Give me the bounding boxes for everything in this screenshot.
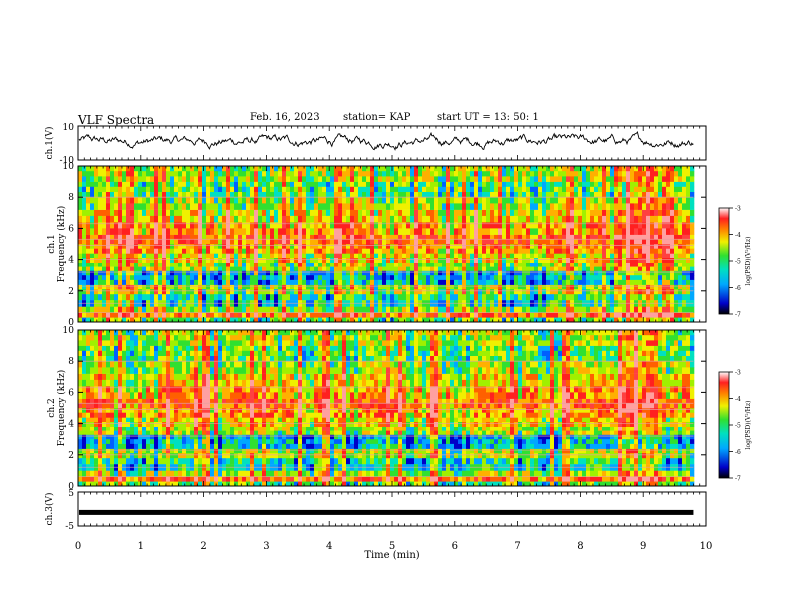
ch2-spectrogram-colorbar (718, 371, 730, 479)
ch2-spectrogram-colorbar-label: log(PSD)(V²/Hz) (745, 401, 752, 450)
date-label: Feb. 16, 2023 (250, 112, 320, 123)
ch1-spectrogram-ylabel2: Frequency (kHz) (56, 206, 67, 283)
xtick-label: 10 (700, 541, 713, 552)
ch2-spectrogram-ytick-label: 8 (68, 357, 74, 367)
ch2-spectrogram-ytick-label: 6 (68, 388, 74, 398)
ch1-spectrogram-colorbar-tick-label: -6 (735, 285, 741, 292)
ch2-spectrogram-colorbar-tick-label: -5 (735, 423, 741, 430)
ch3-waveform-line (79, 509, 694, 515)
x-axis-label: Time (min) (364, 550, 419, 561)
xtick-label: 6 (452, 541, 458, 552)
ch2-spectrogram-colorbar-tick-label: -4 (735, 396, 741, 403)
ch2-spectrogram-ytick-label: 4 (68, 420, 74, 430)
ch1-spectrogram-ytick-label: 8 (68, 193, 74, 203)
ch3-ytick-label: 5 (68, 489, 74, 499)
ch1-spectrogram-ylabel: ch.1 (47, 234, 57, 253)
ch2-spectrogram-ylabel: ch.2 (47, 398, 57, 417)
ch2-spectrogram-colorbar-tick-label: -3 (735, 370, 741, 377)
ch2-spectrogram-ylabel2: Frequency (kHz) (56, 370, 67, 447)
ch1-spectrogram-colorbar-tick-label: -4 (735, 232, 741, 239)
ch1-spectrogram-colorbar-tick-label: -5 (735, 259, 741, 266)
ch1-spectrogram-ytick-label: 6 (68, 224, 74, 234)
ch1-spectrogram-colorbar-tick-label: -7 (735, 312, 741, 319)
ch1-spectrogram-ytick-label: 4 (68, 256, 74, 266)
xtick-label: 7 (514, 541, 520, 552)
ch1-spectrogram-colorbar-label: log(PSD)(V²/Hz) (745, 237, 752, 286)
xtick-label: 0 (75, 541, 81, 552)
ch3-ylabel: ch.3(V) (44, 493, 55, 526)
ch1-waveform-frame (77, 125, 707, 161)
ch1-spectrogram-ytick-label: 2 (68, 287, 74, 297)
chart-title: VLF Spectra (78, 113, 155, 127)
ch1-spectrogram-colorbar-tick-label: -3 (735, 206, 741, 213)
ch3-ytick-label: -5 (65, 522, 74, 532)
xtick-label: 5 (389, 541, 395, 552)
ch2-spectrogram-ytick-label: 10 (63, 326, 75, 336)
ch1-spectrogram-ytick-label: 10 (63, 162, 75, 172)
ch1-spectrogram-colorbar (718, 207, 730, 315)
ch2-spectrogram-colorbar-tick-label: -7 (735, 476, 741, 483)
ch1-waveform-line (78, 130, 694, 151)
xtick-label: 8 (577, 541, 583, 552)
ch2-spectrogram-colorbar-tick-label: -6 (735, 449, 741, 456)
ch1-spectrogram-ytick-label: 0 (68, 318, 74, 328)
ch3-waveform-frame (77, 491, 707, 527)
ch1-spectrogram-cells (78, 166, 695, 323)
ch1-ytick-label: -10 (60, 156, 75, 166)
xtick-label: 1 (138, 541, 144, 552)
ch2-spectrogram-cells (78, 330, 695, 487)
ch1-ytick-label: 10 (63, 123, 75, 133)
ch2-spectrogram-ytick-label: 2 (68, 451, 74, 461)
start-time-label: start UT = 13: 50: 1 (437, 112, 539, 123)
ch1-ylabel: ch.1(V) (44, 127, 55, 160)
ch2-spectrogram-ytick-label: 0 (68, 482, 74, 492)
xtick-label: 4 (326, 541, 332, 552)
xtick-label: 9 (640, 541, 646, 552)
xtick-label: 3 (263, 541, 269, 552)
station-label: station= KAP (343, 112, 411, 123)
xtick-label: 2 (200, 541, 206, 552)
